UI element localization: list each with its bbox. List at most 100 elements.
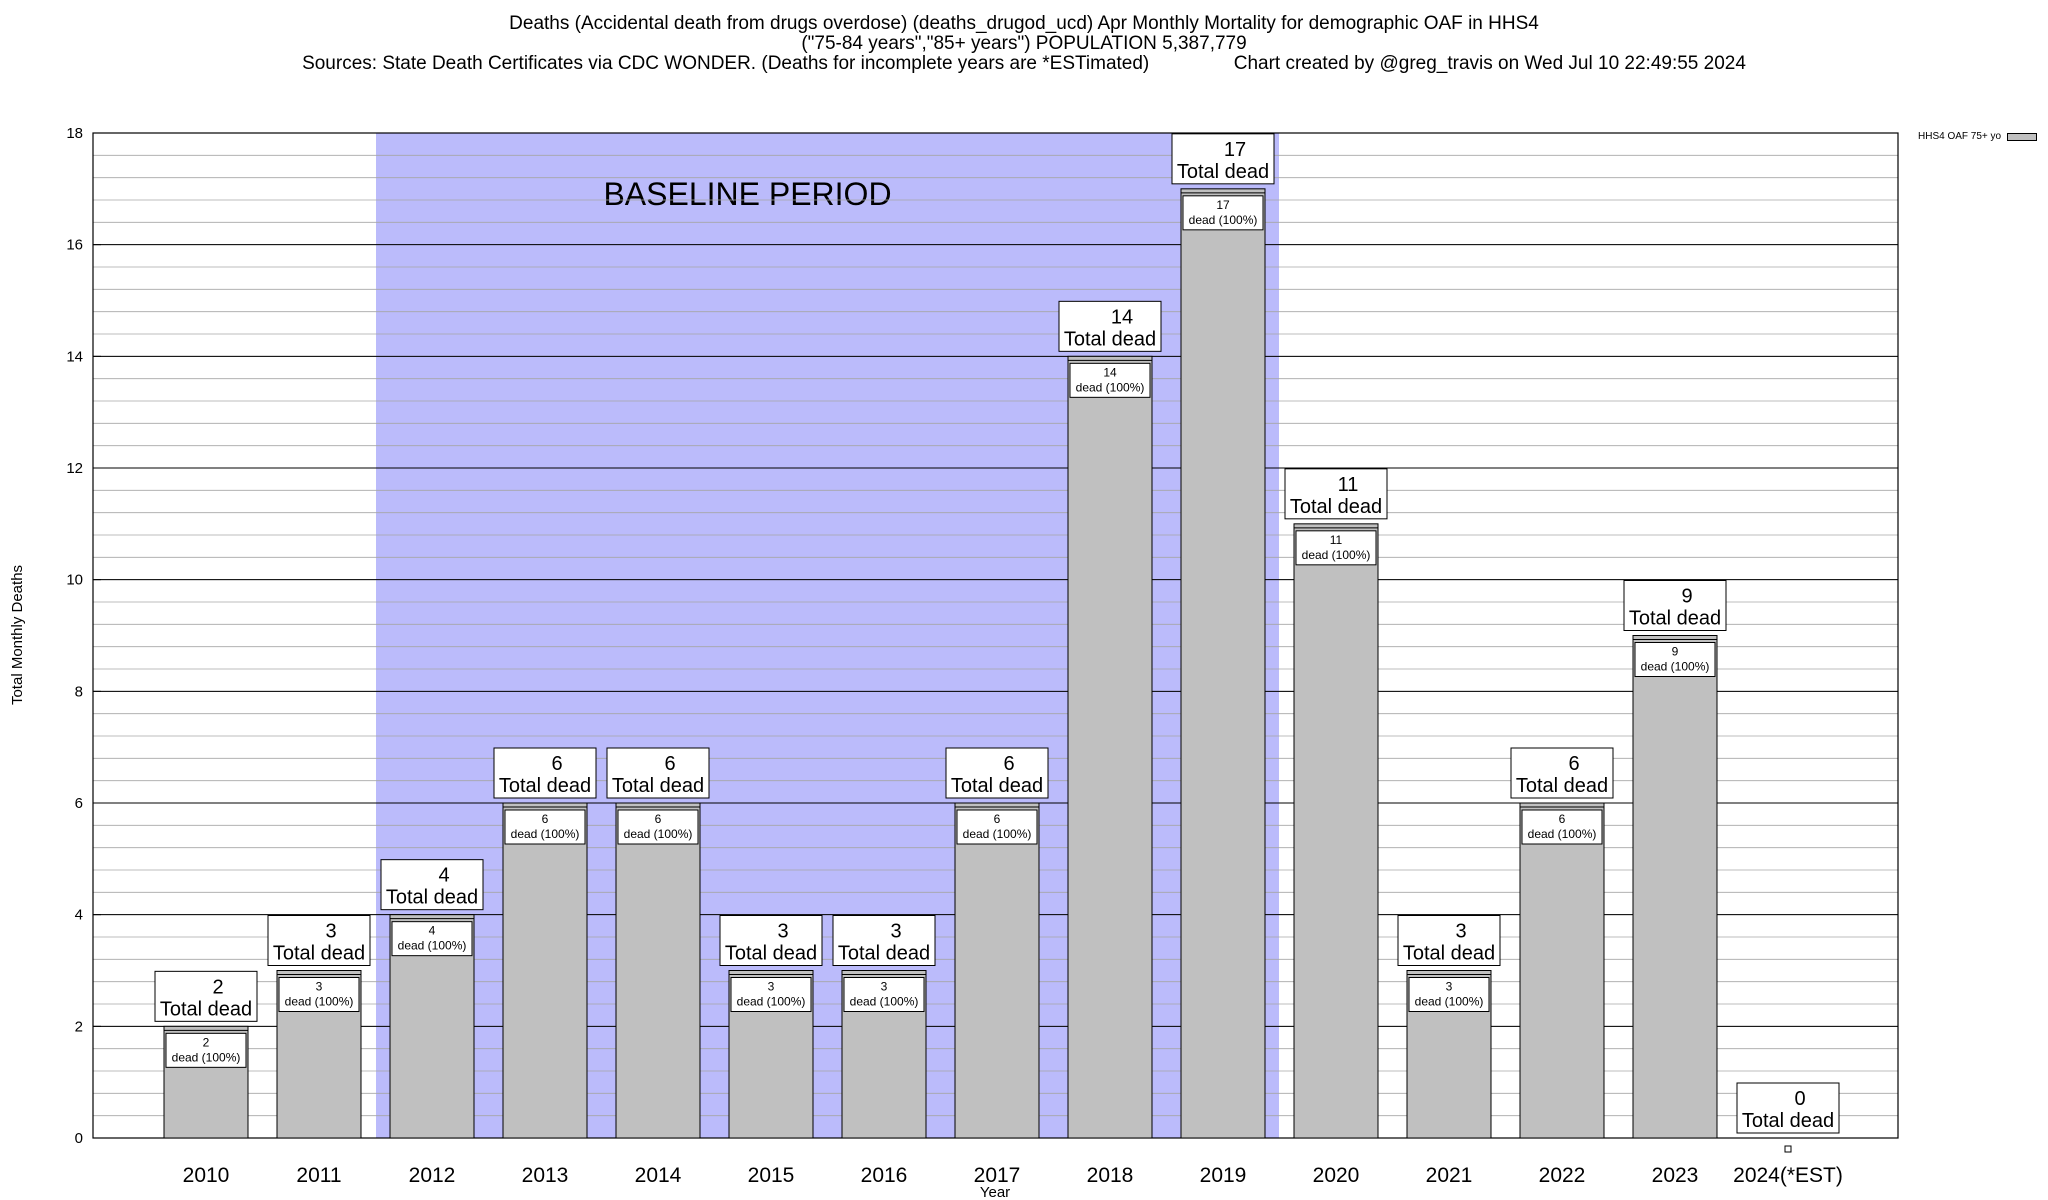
segment-label-box [1295,530,1377,566]
total-label-value: 6 [664,753,675,775]
total-label-text: Total dead [1403,943,1495,965]
total-label-value: 6 [551,753,562,775]
segment-label-text: dead (100%) [1641,660,1710,674]
x-tick-label: 2017 [974,1164,1021,1187]
total-label-value: 6 [1568,753,1579,775]
total-label-value: 4 [438,865,449,887]
segment-label-box [730,977,812,1012]
x-tick-label: 2022 [1539,1164,1586,1187]
segment-label-box [1634,642,1716,677]
segment-label-text: dead (100%) [1415,995,1484,1009]
segment-label-value: 6 [542,812,549,826]
segment-label-box [504,809,586,845]
segment-label-text: dead (100%) [1528,827,1597,841]
total-label-box [1510,747,1614,799]
x-tick-label: 2016 [861,1164,908,1187]
x-tick-label: 2015 [748,1164,795,1187]
y-tick-label: 10 [66,572,83,589]
total-label-text: Total dead [1064,328,1156,350]
total-label-box [719,915,823,966]
x-tick-label: 2023 [1652,1164,1699,1187]
segment-label-text: dead (100%) [624,827,693,841]
segment-label-text: dead (100%) [398,939,467,953]
total-label-box [267,915,371,966]
bar [1519,802,1605,1139]
x-tick-label: 2012 [409,1164,456,1187]
bar [1067,355,1153,1139]
total-label-text: Total dead [725,943,817,965]
bar [615,802,701,1139]
bar [1632,635,1718,1139]
segment-label-value: 6 [994,812,1001,826]
chart-subtitle-sources: Sources: State Death Certificates via CD… [302,53,1746,74]
total-label-value: 6 [1003,753,1014,775]
total-label-box [832,915,936,966]
y-tick-label: 8 [75,683,83,700]
total-label-value: 3 [777,921,788,943]
x-axis-label: Year [980,1184,1010,1200]
segment-label-text: dead (100%) [511,827,580,841]
segment-label-value: 6 [1559,812,1566,826]
segment-label-text: dead (100%) [737,995,806,1009]
total-label-box [945,747,1049,799]
total-label-text: Total dead [1629,608,1721,630]
total-label-text: Total dead [612,775,704,797]
segment-label-box [1408,977,1490,1012]
segment-label-text: dead (100%) [1076,380,1145,394]
total-label-text: Total dead [1742,1110,1834,1132]
total-label-text: Total dead [1177,161,1269,183]
total-label-text: Total dead [160,998,252,1020]
x-tick-label: 2024(*EST) [1733,1164,1843,1187]
x-tick-label: 2010 [183,1164,230,1187]
segment-label-value: 4 [429,924,436,938]
total-label-text: Total dead [499,775,591,797]
segment-label-text: dead (100%) [172,1050,241,1064]
x-tick-label: 2013 [522,1164,569,1187]
segment-label-value: 3 [316,980,323,994]
x-tick-label: 2011 [296,1164,341,1187]
total-label-box [606,747,710,799]
total-label-value: 2 [212,976,223,998]
total-label-box [1284,468,1388,520]
segment-label-box [1521,809,1603,845]
total-label-box [493,747,597,799]
segment-label-value: 3 [768,980,775,994]
total-label-text: Total dead [273,943,365,965]
y-tick-label: 4 [75,907,83,924]
y-tick-label: 14 [66,348,83,365]
total-label-box [1058,300,1162,352]
total-label-value: 0 [1794,1088,1805,1110]
segment-label-box [1182,195,1264,231]
bar [1293,523,1379,1139]
y-tick-label: 6 [75,795,83,812]
total-label-box [1736,1082,1840,1134]
total-label-value: 9 [1681,586,1692,608]
bar-zero-marker [1784,1145,1792,1153]
chart-title: Deaths (Accidental death from drugs over… [509,13,1539,34]
y-axis-label: Total Monthly Deaths [9,565,26,705]
segment-label-value: 2 [203,1035,210,1049]
segment-label-value: 9 [1672,645,1679,659]
x-tick-label: 2021 [1426,1164,1473,1187]
y-tick-label: 12 [66,460,83,477]
total-label-value: 3 [890,921,901,943]
segment-label-box [165,1032,247,1068]
y-tick-label: 18 [66,125,83,142]
segment-label-text: dead (100%) [1302,548,1371,562]
segment-label-box [391,921,473,957]
segment-label-value: 3 [1446,980,1453,994]
baseline-period-label: BASELINE PERIOD [603,176,891,212]
total-label-box [1623,580,1727,631]
chart-subtitle-population: ("75-84 years","85+ years") POPULATION 5… [801,33,1247,54]
y-tick-label: 16 [66,237,83,254]
total-label-box [380,859,484,911]
x-tick-label: 2018 [1087,1164,1134,1187]
segment-label-box [617,809,699,845]
segment-label-box [1069,362,1151,398]
bar [502,802,588,1139]
x-tick-label: 2020 [1313,1164,1360,1187]
legend-label: HHS4 OAF 75+ yo [1918,131,2002,142]
segment-label-box [956,809,1038,845]
total-label-text: Total dead [1290,496,1382,518]
total-label-text: Total dead [386,887,478,909]
